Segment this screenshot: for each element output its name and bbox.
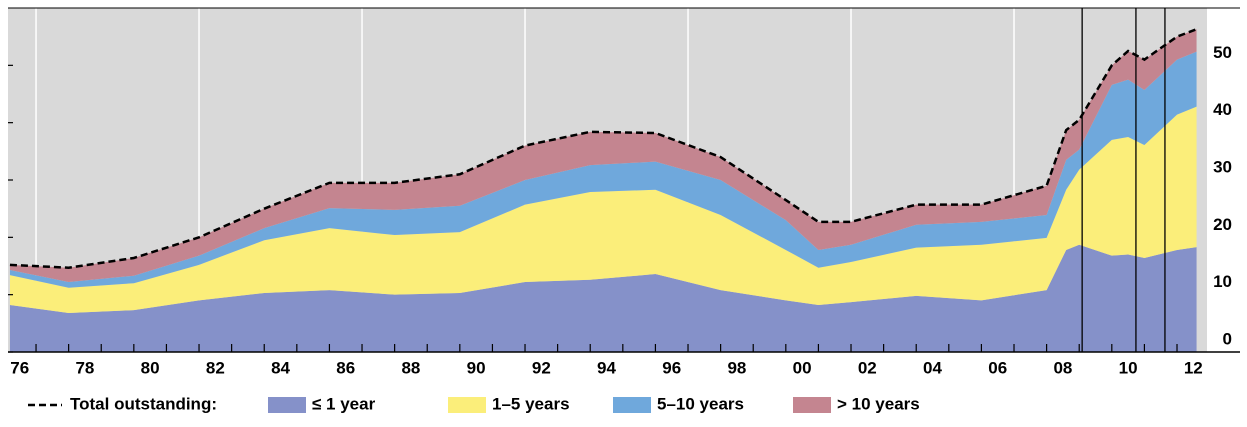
legend-label: Total outstanding: xyxy=(70,394,217,413)
area xyxy=(9,29,1197,283)
legend-label: 1–5 years xyxy=(492,394,570,413)
x-tick-label: 82 xyxy=(206,358,225,377)
area xyxy=(9,106,1197,314)
x-tick-label: 98 xyxy=(727,358,746,377)
legend-swatch xyxy=(268,397,306,413)
legend-swatch xyxy=(613,397,651,413)
y-tick-label: 20 xyxy=(1213,215,1232,234)
legend-label: 5–10 years xyxy=(657,394,744,413)
x-tick-label: 88 xyxy=(401,358,420,377)
y-tick-label: 30 xyxy=(1213,157,1232,176)
x-tick-label: 00 xyxy=(793,358,812,377)
x-tick-label: 80 xyxy=(141,358,160,377)
legend-swatch xyxy=(793,397,831,413)
x-tick-label: 06 xyxy=(988,358,1007,377)
x-tick-label: 10 xyxy=(1119,358,1138,377)
x-tick-label: 76 xyxy=(10,358,29,377)
x-tick-label: 84 xyxy=(271,358,290,377)
y-tick-label: 40 xyxy=(1213,100,1232,119)
y-tick-label: 0 xyxy=(1223,329,1232,348)
y-tick-label: 50 xyxy=(1213,43,1232,62)
x-tick-label: 90 xyxy=(467,358,486,377)
area xyxy=(9,244,1197,352)
x-tick-label: 04 xyxy=(923,358,942,377)
x-tick-label: 86 xyxy=(336,358,355,377)
legend-swatch xyxy=(448,397,486,413)
x-tick-label: 02 xyxy=(858,358,877,377)
x-tick-label: 08 xyxy=(1053,358,1072,377)
x-tick-label: 78 xyxy=(75,358,94,377)
x-tick-label: 94 xyxy=(597,358,616,377)
x-tick-label: 92 xyxy=(532,358,551,377)
area xyxy=(9,51,1197,288)
x-tick-label: 96 xyxy=(662,358,681,377)
legend-label: > 10 years xyxy=(837,394,920,413)
legend-label: ≤ 1 year xyxy=(312,394,376,413)
x-tick-label: 12 xyxy=(1184,358,1203,377)
y-tick-label: 10 xyxy=(1213,272,1232,291)
total-line xyxy=(9,28,1198,269)
